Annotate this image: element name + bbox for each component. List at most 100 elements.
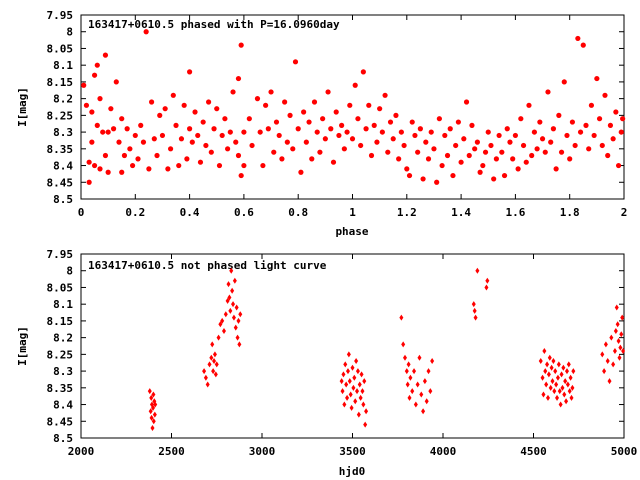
- data-point: [534, 146, 540, 152]
- plot-title: 163417+0610.5 phased with P=16.0960day: [88, 18, 340, 31]
- data-point: [614, 304, 619, 311]
- data-point: [569, 394, 574, 401]
- data-point: [485, 129, 491, 135]
- data-point: [151, 136, 157, 142]
- data-point: [86, 179, 92, 185]
- data-point: [301, 109, 307, 115]
- data-point: [173, 122, 179, 128]
- data-point: [444, 152, 451, 159]
- data-point: [531, 129, 538, 135]
- data-point: [311, 99, 318, 105]
- data-point: [371, 122, 377, 128]
- data-point: [143, 29, 149, 35]
- data-point: [569, 119, 576, 125]
- data-point: [559, 371, 564, 378]
- x-axis-title: phase: [335, 225, 368, 238]
- data-point: [214, 361, 219, 368]
- data-point: [567, 156, 573, 162]
- data-point: [203, 142, 209, 149]
- plot-frame: [80, 253, 625, 439]
- y-axis-title: I[mag]: [16, 87, 29, 127]
- data-point: [544, 381, 549, 388]
- data-point: [202, 368, 207, 375]
- data-point: [231, 301, 236, 308]
- data-point: [458, 159, 464, 165]
- data-point: [552, 388, 557, 395]
- data-point: [596, 116, 603, 122]
- data-point: [398, 129, 404, 135]
- y-tick-label: 8.15: [47, 315, 74, 328]
- data-point: [602, 92, 608, 98]
- data-point: [152, 411, 157, 418]
- data-point: [610, 136, 616, 142]
- data-point: [613, 109, 619, 115]
- y-tick-label: 8.25: [47, 109, 74, 122]
- data-point: [236, 317, 241, 324]
- y-tick-label: 8.05: [47, 281, 74, 294]
- data-point: [284, 139, 290, 145]
- y-tick-label: 8.2: [53, 332, 73, 345]
- data-point: [541, 391, 546, 398]
- y-tick-label: 8.1: [53, 59, 73, 72]
- data-point: [572, 142, 578, 149]
- data-point: [149, 394, 154, 401]
- data-point: [192, 109, 198, 115]
- data-point: [341, 146, 347, 152]
- data-point: [309, 156, 315, 162]
- data-point: [504, 126, 510, 132]
- data-point: [401, 142, 407, 149]
- x-tick-label: 2: [621, 206, 628, 219]
- data-point: [360, 69, 366, 75]
- data-point: [129, 162, 136, 169]
- data-point: [273, 119, 280, 125]
- data-point: [229, 267, 234, 274]
- y-tick-label: 8: [66, 26, 73, 39]
- data-point: [358, 142, 364, 149]
- data-point: [257, 129, 263, 135]
- data-point: [575, 35, 581, 42]
- x-tick-label: 2000: [68, 445, 95, 458]
- data-point: [350, 364, 355, 371]
- data-point: [556, 361, 561, 368]
- data-point: [344, 381, 349, 388]
- data-point: [409, 119, 415, 125]
- data-point: [482, 149, 489, 155]
- data-point: [159, 132, 166, 139]
- data-point: [149, 414, 154, 421]
- data-point: [390, 136, 396, 142]
- data-point: [618, 344, 623, 351]
- y-tick-label: 8.35: [47, 143, 74, 156]
- data-point: [344, 129, 350, 135]
- data-point: [116, 139, 122, 145]
- data-point: [227, 129, 233, 135]
- data-point: [472, 146, 478, 152]
- data-point: [221, 327, 226, 334]
- data-point: [233, 139, 239, 145]
- data-point: [484, 284, 489, 291]
- x-tick-label: 3500: [339, 445, 366, 458]
- data-point: [345, 368, 350, 375]
- data-point: [499, 149, 505, 155]
- data-point: [241, 129, 247, 135]
- data-point: [360, 388, 365, 395]
- data-point: [233, 324, 238, 331]
- data-point: [100, 129, 106, 135]
- y-tick-label: 8.15: [47, 76, 74, 89]
- data-point: [363, 126, 369, 132]
- data-point: [94, 122, 100, 128]
- data-point: [339, 122, 345, 128]
- data-point: [417, 126, 423, 132]
- data-point: [488, 142, 494, 149]
- data-point: [211, 126, 217, 132]
- data-point: [621, 348, 626, 355]
- data-point: [501, 172, 508, 179]
- data-point: [232, 277, 237, 284]
- data-point: [571, 368, 576, 375]
- data-point: [537, 119, 543, 125]
- data-point: [200, 119, 206, 125]
- y-tick-label: 8.1: [53, 298, 73, 311]
- y-tick-label: 8.5: [53, 432, 73, 445]
- data-point: [550, 126, 557, 132]
- data-point: [265, 126, 271, 132]
- data-point: [564, 132, 570, 139]
